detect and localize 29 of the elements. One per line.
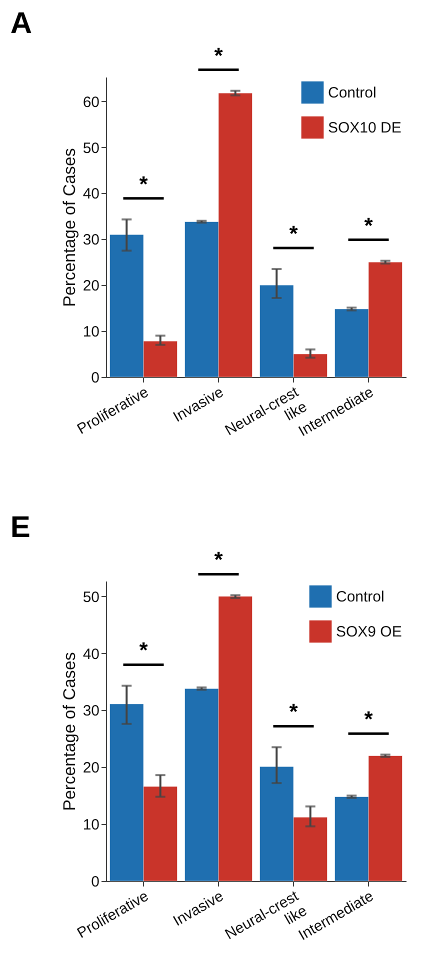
y-axis-title: Percentage of Cases: [60, 652, 79, 811]
annotation: *: [289, 699, 298, 724]
y-tick-label: 20: [82, 278, 100, 295]
annotation: *: [139, 638, 148, 663]
annotation: *: [289, 221, 298, 246]
y-tick-label: 10: [82, 816, 100, 834]
chart-title: A: [10, 6, 32, 40]
y-axis-title: Percentage of Cases: [60, 148, 79, 307]
y-tick-label: 0: [91, 370, 100, 386]
y-tick-label: 30: [82, 702, 100, 720]
annotation: *: [364, 212, 374, 238]
legend-label: Control: [336, 588, 384, 606]
y-tick-label: 10: [82, 324, 100, 341]
legend-label: Control: [328, 84, 376, 102]
text: *: [214, 547, 224, 572]
y-tick-label: 20: [82, 760, 100, 777]
y-tick-label: 30: [82, 232, 100, 249]
y-tick-label: 50: [82, 140, 100, 157]
annotation: *: [364, 706, 374, 732]
chart-title: E: [10, 511, 30, 544]
legend-label: SOX9 OE: [336, 624, 402, 640]
legend-label: SOX10 DE: [328, 120, 402, 136]
annotation: *: [139, 171, 148, 196]
text: *: [214, 42, 224, 68]
y-tick-label: 40: [82, 646, 100, 663]
y-tick-label: 50: [82, 588, 100, 606]
y-tick-label: 0: [91, 874, 100, 890]
y-tick-label: 40: [82, 186, 100, 203]
y-tick-label: 60: [82, 94, 100, 111]
